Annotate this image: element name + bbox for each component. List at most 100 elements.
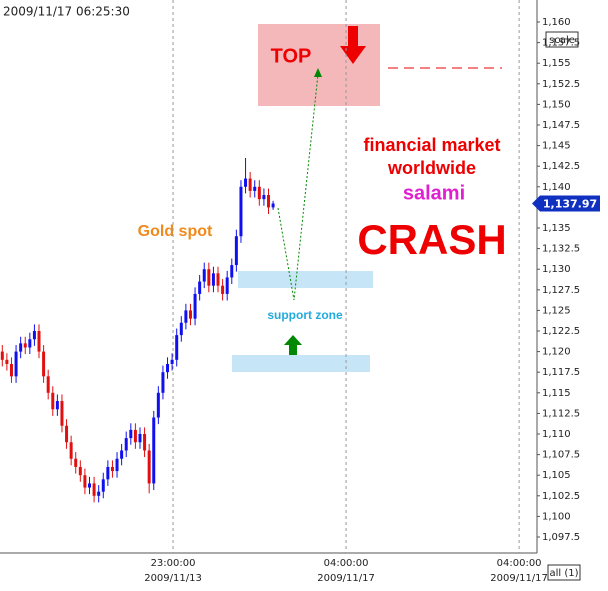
candle-body [179,322,183,336]
candle-body [230,265,234,278]
candle-body [115,458,119,472]
candle-body [202,269,206,282]
support-zone-lower [232,355,370,372]
candle-body [124,438,128,451]
y-tick-label: 1,112.5 [542,408,580,419]
y-tick-label: 1,127.5 [542,285,580,296]
candle-body [198,281,202,294]
annotation-text: worldwide [387,158,476,178]
up-arrow [284,335,302,355]
y-tick-label: 1,140 [542,182,571,193]
candle-body [120,450,124,459]
candle-body [101,479,105,492]
candle-body [32,331,36,340]
candle-body [211,273,215,286]
annotation-text: support zone [267,308,343,322]
candle-body [133,429,137,443]
projection-line [277,73,319,301]
candle-body [161,372,165,393]
all-button[interactable] [547,564,581,581]
candle-body [248,178,252,191]
candle-body [221,285,225,294]
support-zone-upper [238,271,373,288]
y-tick-label: 1,152.5 [542,79,580,90]
candle-body [88,483,91,488]
y-tick-label: 1,120 [542,347,571,358]
candle-body [78,466,82,476]
candle-body [207,269,211,286]
y-tick-label: 1,107.5 [542,450,580,461]
candle-body [267,195,270,208]
projection-arrowhead [314,68,322,77]
candle-body [257,186,261,200]
candle-body [234,236,238,266]
candle-body [138,434,142,443]
candle-body [193,293,197,319]
y-tick-label: 1,132.5 [542,244,580,255]
y-tick-label: 1,135 [542,223,571,234]
y-tick-label: 1,130 [542,264,571,275]
top-label: TOP [271,45,312,67]
candle-body [184,310,188,323]
candle-body [9,363,13,377]
candle-body [175,335,179,360]
candle-body [83,475,87,488]
top-zone [258,24,380,106]
annotation-text: financial market [363,135,500,155]
candle-body [46,376,50,393]
candle-body [110,466,114,472]
candle-body [271,203,275,208]
candle-body [225,277,229,294]
y-tick-label: 1,105 [542,470,571,481]
candle-body [74,458,78,467]
candle-body [69,442,73,459]
candle-body [5,359,9,364]
y-tick-label: 1,122.5 [542,326,580,337]
y-tick-label: 1,102.5 [542,491,580,502]
candle-body [129,429,133,439]
scale-button-label[interactable]: scale [549,35,575,46]
y-tick-label: 1,145 [542,141,571,152]
candle-body [42,351,46,377]
candle-body [65,425,69,443]
last-price-marker [532,195,600,212]
x-tick-date: 2009/11/17 [490,573,548,584]
candle-body [188,310,192,319]
candle-body [253,186,257,191]
candle-body [19,343,23,352]
timestamp: 2009/11/17 06:25:30 [3,5,130,19]
x-tick-date: 2009/11/13 [144,573,202,584]
scale-button[interactable] [545,31,579,48]
candle-body [60,401,64,426]
y-tick-label: 1,097.5 [542,532,580,543]
x-tick-label: 23:00:00 [151,558,196,569]
candle-body [97,491,101,496]
y-tick-label: 1,147.5 [542,120,580,131]
candle-body [28,339,32,348]
candle-body [14,351,18,377]
candle-body [262,195,266,200]
annotation-text: salami [403,182,465,204]
x-tick-label: 04:00:00 [497,558,542,569]
y-tick-label: 1,115 [542,388,571,399]
x-tick-label: 04:00:00 [324,558,369,569]
candle-body [55,401,59,410]
candle-body [37,331,41,352]
y-tick-label: 1,142.5 [542,161,580,172]
candle-body [92,483,96,496]
candle-body [166,363,170,373]
y-tick-label: 1,125 [542,305,571,316]
candle-body [156,392,160,418]
candle-body [51,392,55,410]
candle-body [106,466,110,480]
annotation-text: Gold spot [138,223,213,240]
candle-body [170,359,174,364]
last-price-label: 1,137.97 [543,198,597,211]
candle-body [216,273,220,286]
candle-body [0,351,4,360]
y-tick-label: 1,110 [542,429,571,440]
y-tick-label: 1,100 [542,511,571,522]
candle-body [23,343,27,348]
all-button-label[interactable]: all (1) [549,568,578,579]
